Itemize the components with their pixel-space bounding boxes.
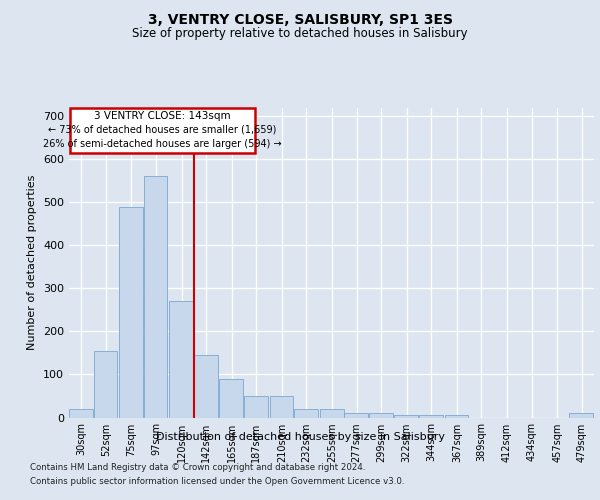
Bar — [445, 416, 469, 418]
Bar — [143, 176, 167, 418]
Bar — [269, 396, 293, 417]
Text: Distribution of detached houses by size in Salisbury: Distribution of detached houses by size … — [155, 432, 445, 442]
Text: Contains public sector information licensed under the Open Government Licence v3: Contains public sector information licen… — [30, 478, 404, 486]
Text: Contains HM Land Registry data © Crown copyright and database right 2024.: Contains HM Land Registry data © Crown c… — [30, 462, 365, 471]
Text: 26% of semi-detached houses are larger (594) →: 26% of semi-detached houses are larger (… — [43, 140, 282, 149]
Bar — [94, 351, 118, 418]
Text: ← 73% of detached houses are smaller (1,659): ← 73% of detached houses are smaller (1,… — [49, 124, 277, 134]
Bar — [194, 355, 218, 418]
Bar — [119, 206, 143, 418]
Bar — [294, 409, 318, 418]
Text: 3 VENTRY CLOSE: 143sqm: 3 VENTRY CLOSE: 143sqm — [94, 110, 231, 120]
Bar — [169, 301, 193, 418]
Bar — [569, 413, 593, 418]
Bar — [69, 409, 93, 418]
Text: 3, VENTRY CLOSE, SALISBURY, SP1 3ES: 3, VENTRY CLOSE, SALISBURY, SP1 3ES — [148, 12, 452, 26]
Bar — [320, 409, 344, 418]
Bar — [419, 416, 443, 418]
Text: Size of property relative to detached houses in Salisbury: Size of property relative to detached ho… — [132, 28, 468, 40]
Bar — [394, 416, 418, 418]
Y-axis label: Number of detached properties: Number of detached properties — [28, 175, 37, 350]
Bar — [369, 413, 392, 418]
Bar — [220, 379, 243, 418]
Bar — [344, 413, 368, 418]
FancyBboxPatch shape — [70, 108, 255, 152]
Bar — [244, 396, 268, 417]
